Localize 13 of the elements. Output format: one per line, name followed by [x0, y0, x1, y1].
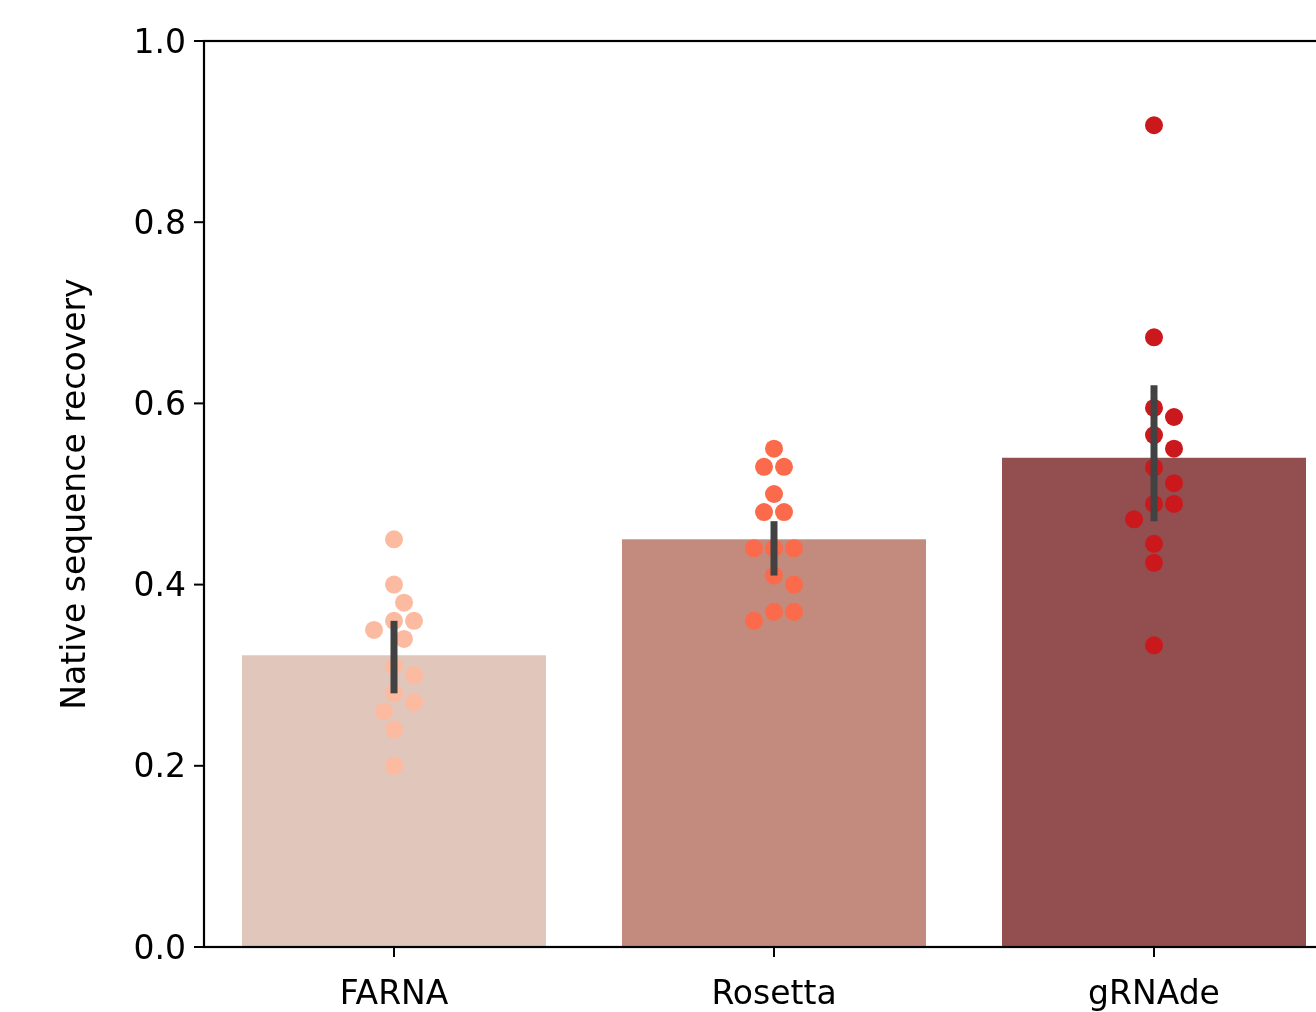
x-tick-label: gRNAde: [1088, 973, 1220, 1012]
y-tick-label: 0.4: [133, 565, 186, 605]
y-tick-label: 0.6: [133, 383, 186, 423]
y-tick-label: 0.8: [133, 202, 186, 242]
y-tick-label: 0.0: [133, 927, 186, 967]
y-tick-label: 1.0: [133, 21, 186, 61]
x-tick-label: FARNA: [339, 973, 449, 1012]
bar: [1002, 457, 1306, 947]
bar: [242, 655, 546, 947]
x-tick-label: Rosetta: [711, 973, 837, 1012]
bar: [622, 539, 926, 947]
y-tick-label: 0.2: [133, 746, 186, 786]
y-axis-title: Native sequence recovery: [54, 278, 93, 710]
